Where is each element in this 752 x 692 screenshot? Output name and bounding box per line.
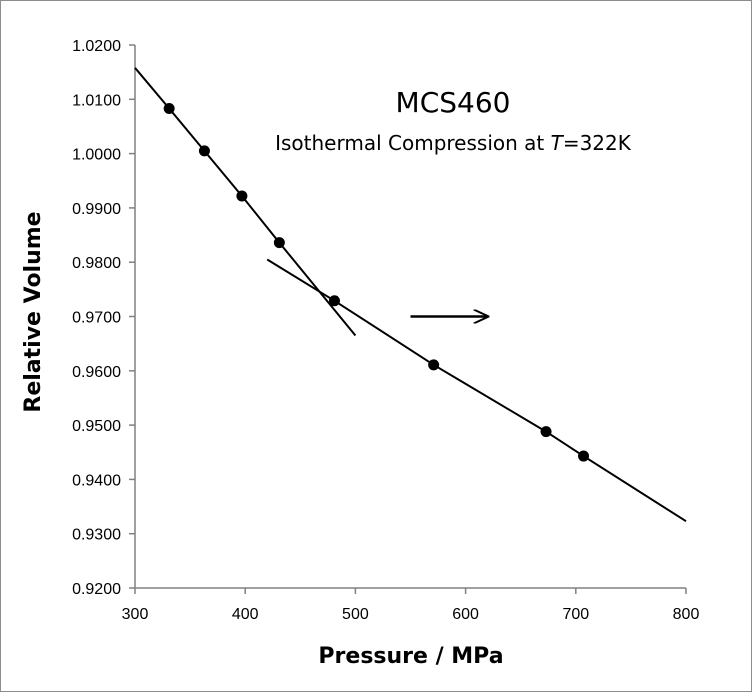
y-tick-label: 0.9400 xyxy=(72,472,121,489)
subtitle-italic: T xyxy=(551,131,565,155)
y-ticks: 0.9200 0.9300 0.9400 0.9500 0.9600 0.9700 0.98… xyxy=(72,38,135,598)
subtitle-suffix: =322K xyxy=(563,131,632,155)
data-point xyxy=(578,450,590,462)
data-point xyxy=(540,426,552,438)
subtitle-prefix: Isothermal Compression at xyxy=(275,131,551,155)
x-tick-label: 500 xyxy=(342,606,369,623)
y-tick-label: 0.9700 xyxy=(72,310,121,327)
y-tick-label: 1.0000 xyxy=(72,147,121,164)
data-point xyxy=(163,103,175,115)
x-tick-label: 700 xyxy=(562,606,589,623)
x-axis-title: Pressure / MPa xyxy=(318,644,503,669)
y-axis-title: Relative Volume xyxy=(21,211,46,412)
y-tick-label: 0.9300 xyxy=(72,527,121,544)
data-point xyxy=(198,145,210,157)
x-tick-label: 300 xyxy=(122,606,149,623)
y-tick-label: 0.9200 xyxy=(72,581,121,598)
data-point xyxy=(428,359,440,371)
chart-title: MCS460 xyxy=(396,86,511,119)
data-points xyxy=(163,103,590,462)
data-point xyxy=(273,237,285,249)
y-tick-label: 0.9900 xyxy=(72,201,121,218)
x-tick-label: 400 xyxy=(232,606,259,623)
x-tick-label: 600 xyxy=(452,606,479,623)
y-tick-label: 0.9600 xyxy=(72,364,121,381)
x-ticks: 300 400 500 600 700 800 xyxy=(122,588,700,623)
fit-line xyxy=(266,258,687,523)
y-tick-label: 0.9800 xyxy=(72,255,121,272)
x-tick-label: 800 xyxy=(673,606,700,623)
y-tick-label: 1.0200 xyxy=(72,38,121,55)
y-tick-label: 1.0100 xyxy=(72,92,121,109)
data-point xyxy=(236,190,248,202)
y-tick-label: 0.9500 xyxy=(72,418,121,435)
chart-subtitle: Isothermal Compression at T=322K xyxy=(275,131,632,155)
data-point xyxy=(328,295,340,307)
